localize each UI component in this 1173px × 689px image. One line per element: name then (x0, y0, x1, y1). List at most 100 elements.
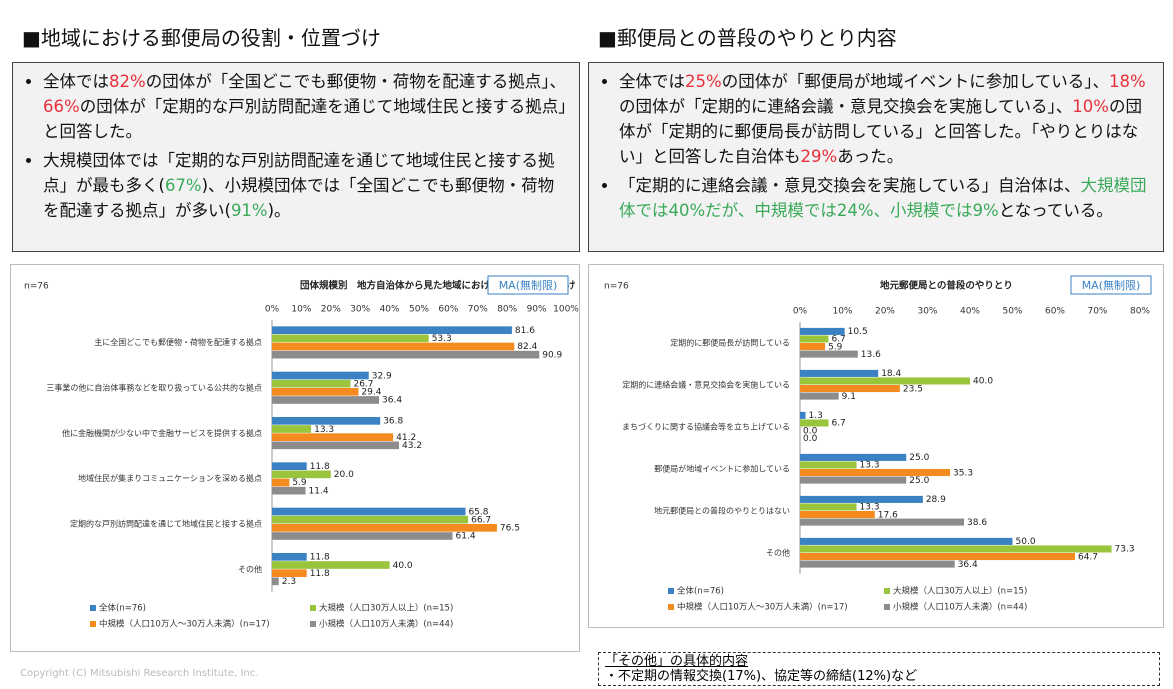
data-label: 17.6 (878, 510, 898, 520)
text-run: 大規模団体では40%だが、中規模では24%、小規模では9% (619, 176, 1147, 220)
data-label: 13.3 (314, 425, 334, 435)
data-label: 81.6 (515, 326, 535, 336)
chart-frame (10, 264, 580, 652)
data-label: 36.4 (382, 396, 402, 406)
data-label: 13.3 (860, 461, 880, 471)
bullet: 大規模団体では「定期的な戸別訪問配達を通じて地域住民と接する拠点」が最も多く(6… (43, 148, 569, 223)
x-tick-label: 100% (553, 305, 579, 315)
x-tick-label: 10% (832, 307, 852, 317)
data-label: 0.0 (803, 434, 818, 444)
bar (272, 486, 306, 495)
data-label: 41.2 (396, 433, 416, 443)
x-tick-label: 10% (291, 305, 311, 315)
bar (800, 350, 858, 358)
text-run: の団体が「定期的に連絡会議・意見交換会を実施している」、 (619, 97, 1073, 116)
bar (800, 560, 955, 568)
data-label: 0.0 (803, 426, 818, 436)
category-label: 地域住民が集まりコミュニケーションを深める拠点 (78, 473, 262, 483)
note-text: ・不定期の情報交換(17%)、協定等の締結(12%)など (605, 669, 918, 684)
text-run: 10% (1072, 97, 1109, 116)
legend-label: 小規模（人口10万人未満）(n=44) (893, 602, 1027, 613)
x-tick-label: 20% (321, 305, 341, 315)
legend-swatch (90, 621, 96, 627)
category-label: 郵便局が地域イベントに参加している (654, 464, 790, 474)
data-label: 11.8 (310, 553, 330, 563)
x-tick-label: 70% (1087, 307, 1107, 317)
data-label: 11.8 (310, 569, 330, 579)
text-run: 18% (1108, 72, 1146, 91)
text-run: 25% (685, 72, 722, 91)
x-tick-label: 60% (1045, 307, 1065, 317)
category-label: 主に全国どこでも郵便物・荷物を配達する拠点 (94, 337, 262, 347)
summary-box: 全体では82%の団体が「全国どこでも郵便物・荷物を配達する拠点」、 66%の団体が… (12, 62, 580, 252)
data-label: 50.0 (1016, 537, 1036, 547)
data-label: 1.3 (809, 411, 823, 421)
bar (800, 518, 965, 526)
bullets: 全体では82%の団体が「全国どこでも郵便物・荷物を配達する拠点」、 66%の団体が… (23, 69, 569, 223)
x-tick-label: 30% (917, 307, 937, 317)
data-label: 2.3 (282, 577, 296, 587)
legend-swatch (310, 621, 316, 627)
text-run: 全体では (619, 72, 685, 91)
legend-label: 全体(n=76) (99, 603, 146, 614)
bar (272, 417, 381, 425)
data-label: 26.7 (353, 379, 373, 389)
text-run: の団体が「定期的な戸別訪問配達を通じて地域住民と接する拠点」と回答した。 (43, 97, 567, 141)
data-label: 35.3 (953, 468, 973, 478)
x-tick-label: 20% (875, 307, 895, 317)
legend-swatch (884, 588, 890, 594)
bar (800, 476, 907, 484)
bullet: 全体では25%の団体が「郵便局が地域イベントに参加している」、18% の団体が「定… (619, 69, 1153, 169)
x-tick-label: 80% (1130, 307, 1150, 317)
x-tick-label: 0% (793, 307, 808, 317)
bar (272, 371, 369, 380)
text-run: 66% (43, 97, 80, 116)
text-run: 91% (230, 201, 268, 220)
data-label: 64.7 (1078, 552, 1098, 562)
data-label: 18.4 (881, 369, 901, 379)
data-label: 25.0 (909, 476, 929, 486)
bar (272, 470, 331, 479)
data-label: 90.9 (542, 350, 562, 360)
bar (800, 335, 829, 343)
bullets: 全体では25%の団体が「郵便局が地域イベントに参加している」、18% の団体が「定… (599, 69, 1153, 223)
data-label: 10.5 (848, 327, 868, 337)
x-tick-label: 50% (1002, 307, 1022, 317)
bar (800, 327, 845, 335)
data-label: 65.8 (468, 507, 488, 517)
data-label: 6.7 (831, 335, 845, 345)
category-label: 定期的に連絡会議・意見交換会を実施している (622, 380, 790, 390)
data-label: 28.9 (926, 495, 946, 505)
category-label: 定期的に郵便局長が訪問している (670, 338, 790, 348)
n-label: n=76 (604, 282, 629, 292)
x-tick-label: 40% (380, 305, 400, 315)
n-label: n=76 (24, 282, 49, 292)
bar (272, 532, 453, 540)
text-run: 大規模団体では「定期的な戸別訪問配達を通じて地域住民と接する拠点」が最も多く( (43, 151, 555, 195)
heading: ■地域における郵便局の役割・位置づけ (22, 26, 381, 50)
bar (272, 569, 307, 577)
bar (800, 503, 857, 511)
chart-title: 地元郵便局との普段のやりとり (880, 280, 1013, 292)
x-tick-label: 40% (960, 307, 980, 317)
bar (800, 385, 900, 393)
data-label: 5.9 (292, 478, 307, 488)
bar (800, 461, 857, 469)
text-run: の団体が「郵便局が地域イベントに参加している」、 (721, 72, 1109, 91)
text-run: 29% (800, 147, 838, 166)
data-label: 6.7 (831, 419, 845, 429)
bar (272, 515, 469, 524)
bar (800, 411, 806, 419)
legend-label: 全体(n=76) (677, 586, 724, 597)
legend-swatch (668, 588, 674, 594)
data-label: 43.2 (402, 441, 422, 451)
category-label: その他 (238, 564, 262, 574)
category-label: 他に金融機関が少ない中で金融サービスを提供する拠点 (62, 428, 262, 438)
text-run: 「定期的に連絡会議・意見交換会を実施している」自治体は、 (619, 176, 1081, 195)
bar (800, 392, 839, 400)
data-label: 36.8 (383, 417, 403, 427)
bar (272, 462, 307, 471)
data-label: 13.6 (861, 350, 881, 360)
legend-swatch (90, 605, 96, 611)
